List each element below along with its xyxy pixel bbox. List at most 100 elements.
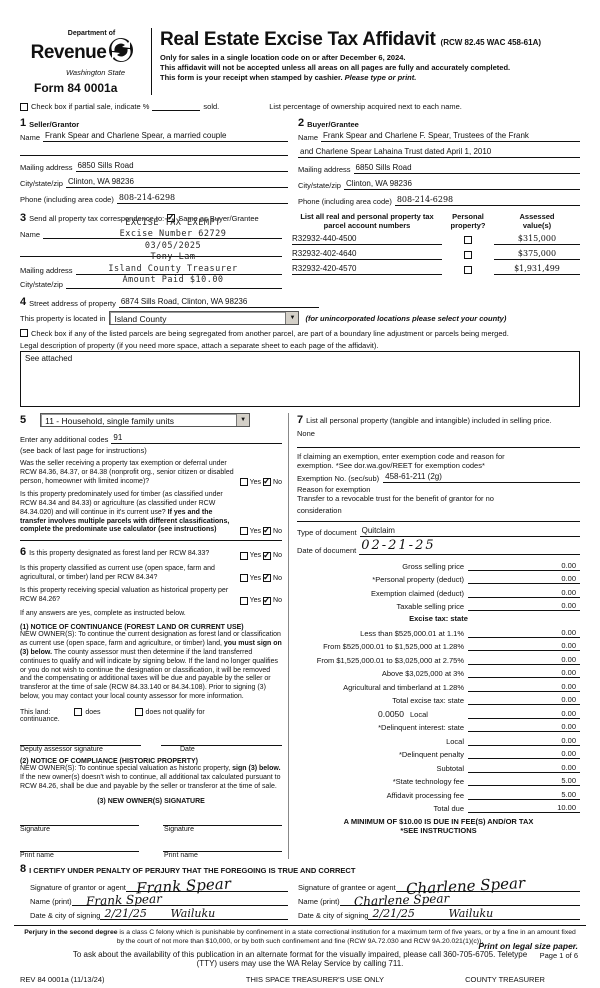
tax-amount-field[interactable]: 5.00	[528, 790, 580, 800]
tax-row: Less than $525,000.01 at 1.1% 0.00	[297, 624, 580, 638]
assessed-value-field[interactable]: $375,000	[494, 249, 580, 260]
tax-row: Local 0.00	[297, 732, 580, 746]
corr-address-field[interactable]	[75, 266, 282, 275]
grantor-date-script: 2/21/25	[104, 907, 147, 921]
tax-amount-field[interactable]: 0.00	[528, 695, 580, 706]
tax-amount-field[interactable]: 0.00	[528, 668, 580, 679]
reason-value-2[interactable]: consideration	[297, 506, 342, 516]
corr-city-label: City/state/zip	[20, 280, 63, 289]
personal-property-checkbox[interactable]	[464, 236, 472, 244]
parcel-number-field[interactable]: R32932-440-4500	[292, 234, 442, 245]
tax-amount-field[interactable]: 0.00	[528, 749, 580, 760]
partial-sale-percent-field[interactable]	[152, 110, 201, 111]
owner-signature-field-1[interactable]	[20, 817, 139, 827]
grantor-signature-label: Signature of grantor or agent	[30, 883, 126, 893]
personal-property-checkbox[interactable]	[464, 266, 472, 274]
grantee-name-field[interactable]: Charlene Spear	[339, 891, 580, 909]
tax-row: Subtotal 0.00	[297, 759, 580, 773]
no-checkbox[interactable]	[263, 550, 272, 561]
grantor-signature-field[interactable]: Frank Spear	[125, 875, 288, 898]
section-7-number: 7	[297, 414, 304, 426]
same-as-buyer-checkbox[interactable]	[167, 212, 176, 223]
parcel-number-field[interactable]: R32932-402-4640	[292, 249, 442, 260]
seller-city-field[interactable]: Clinton, WA 98236	[65, 177, 288, 188]
parcel-number-field[interactable]: R32932-420-4570	[292, 264, 442, 275]
reason-value-1[interactable]: Transfer to a revocable trust for the be…	[297, 493, 494, 503]
grantor-name-label: Name (print)	[30, 897, 72, 907]
grantee-date-field[interactable]: 2/21/25 Wailuku	[368, 907, 580, 921]
does-checkbox[interactable]	[74, 708, 83, 717]
seller-name-field[interactable]: Frank Spear and Charlene Spear, a marrie…	[43, 131, 288, 142]
tax-amount-field[interactable]: 0.00	[528, 722, 580, 733]
personal-property-checkbox[interactable]	[464, 251, 472, 259]
tax-amount-field[interactable]: 0.00	[528, 574, 580, 585]
notice-compliance-title: (2) NOTICE OF COMPLIANCE (HISTORIC PROPE…	[20, 758, 198, 766]
exemption-note: If claiming an exemption, enter exemptio…	[297, 451, 505, 461]
buyer-name-extra-field[interactable]: and Charlene Spear Lahaina Trust dated A…	[298, 147, 580, 158]
seller-phone-field[interactable]: 808-214-6298	[116, 193, 288, 204]
assessed-value-field[interactable]: $1,931,499	[494, 264, 580, 275]
tax-amount-field[interactable]: 0.00	[528, 628, 580, 638]
county-dropdown[interactable]: Island County ▼	[109, 311, 300, 325]
owner-print-name-field-2[interactable]	[163, 843, 282, 853]
tax-amount-field[interactable]: 5.00	[528, 776, 580, 787]
no-checkbox[interactable]	[263, 595, 272, 606]
owner-signature-field-2[interactable]	[163, 817, 282, 827]
no-checkbox[interactable]	[263, 476, 272, 487]
date-of-document-field[interactable]: 02-21-25	[359, 538, 580, 556]
yes-checkbox[interactable]	[239, 527, 248, 535]
tax-amount-field[interactable]: 0.00	[528, 588, 580, 598]
personal-property-intro: List all personal property (tangible and…	[306, 416, 552, 425]
buyer-phone-field[interactable]: 808-214-6298	[394, 195, 580, 206]
buyer-city-field[interactable]: Clinton, WA 98236	[343, 179, 580, 190]
yes-checkbox[interactable]	[239, 478, 248, 487]
sold-label: sold.	[203, 102, 220, 111]
seller-name-label: Name	[20, 133, 41, 142]
personal-property-value[interactable]: None	[297, 429, 315, 439]
exemption-no-field[interactable]: 458-61-211 (2g)	[383, 472, 580, 483]
tax-amount-field[interactable]: 0.00	[528, 682, 580, 692]
no-checkbox[interactable]	[263, 572, 272, 583]
deputy-date-field[interactable]	[161, 737, 282, 747]
rcw-reference: (RCW 82.45 WAC 458-61A)	[440, 38, 542, 47]
seller-name-extra-field[interactable]	[20, 147, 288, 156]
tax-amount-field[interactable]: 0.00	[528, 763, 580, 773]
type-of-document-field[interactable]: Quitclaim	[359, 526, 580, 538]
deputy-signature-field[interactable]	[20, 737, 141, 747]
corr-name-field[interactable]	[43, 230, 282, 239]
tax-amount-field[interactable]: 0.00	[528, 601, 580, 612]
same-as-buyer-label: Same as Buyer/Grantee	[178, 213, 259, 223]
no-checkbox[interactable]	[263, 525, 272, 536]
partial-sale-checkbox[interactable]	[20, 103, 28, 111]
buyer-address-field[interactable]: 6850 Sills Road	[353, 163, 580, 174]
land-use-dropdown[interactable]: 11 - Household, single family units ▼	[40, 413, 251, 427]
print-name-label: Print name	[20, 852, 54, 860]
seller-address-field[interactable]: 6850 Sills Road	[75, 161, 288, 172]
corr-name-extra-field[interactable]	[20, 248, 282, 257]
print-name-label: Print name	[164, 852, 198, 860]
grantor-date-field[interactable]: 2/21/25 Wailuku	[100, 907, 288, 921]
local-rate-value[interactable]: 0.0050	[378, 708, 404, 719]
yes-checkbox[interactable]	[239, 551, 248, 560]
timber-agriculture-question: Is this property predominately used for …	[20, 491, 282, 536]
grantor-name-field[interactable]: Frank Spear	[71, 892, 288, 908]
tax-amount-field[interactable]: 0.00	[528, 655, 580, 665]
tax-amount-field[interactable]: 0.00	[528, 736, 580, 746]
additional-codes-field[interactable]: 91	[111, 433, 282, 444]
tax-amount-field[interactable]: 0.00	[528, 709, 580, 719]
grantee-signature-field[interactable]: Charlene Spear	[395, 874, 580, 898]
does-not-checkbox[interactable]	[134, 708, 143, 717]
segregated-checkbox[interactable]	[20, 329, 28, 337]
tax-amount-field[interactable]: 0.00	[528, 561, 580, 571]
owner-print-name-field-1[interactable]	[20, 843, 139, 853]
assessed-value-field[interactable]: $315,000	[494, 234, 580, 245]
yes-checkbox[interactable]	[239, 596, 248, 605]
corr-city-field[interactable]	[65, 280, 282, 289]
legal-description-field[interactable]: See attached	[20, 351, 580, 407]
street-address-field[interactable]: 6874 Sills Road, Clinton, WA 98236	[118, 297, 319, 308]
buyer-name-field[interactable]: Frank Spear and Charlene F. Spear, Trust…	[321, 131, 580, 142]
yes-checkbox[interactable]	[239, 574, 248, 583]
tax-amount-field[interactable]: 10.00	[528, 803, 580, 814]
tax-amount-field[interactable]: 0.00	[528, 641, 580, 652]
